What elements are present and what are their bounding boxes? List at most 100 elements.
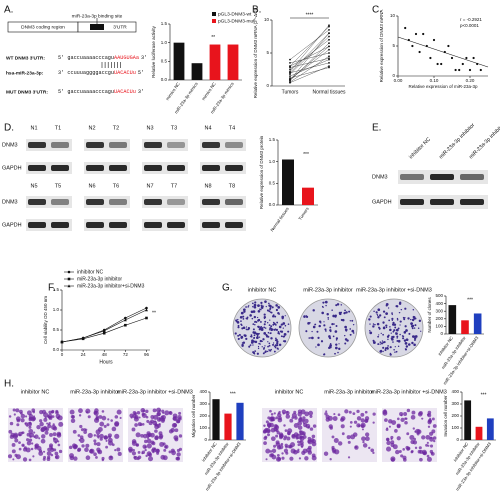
colony: [351, 329, 355, 333]
colony: [411, 341, 414, 345]
colony: [372, 341, 376, 344]
colony: [312, 309, 315, 312]
cell: [52, 432, 57, 437]
colony: [320, 340, 324, 343]
cell: [77, 434, 81, 437]
lane-label: N1: [30, 125, 37, 131]
cell: [111, 443, 115, 447]
pair-line: [289, 62, 330, 73]
y-axis-label: Relative expression of DNM3 mRNA: [379, 10, 384, 83]
plate: [364, 298, 424, 358]
pair-point: [289, 65, 291, 68]
cell: [138, 416, 141, 419]
colony: [242, 308, 246, 312]
cell: [311, 453, 316, 458]
colony: [256, 352, 259, 355]
colony: [274, 339, 277, 342]
colony: [240, 336, 243, 339]
lane-label: N5: [30, 183, 37, 189]
cell: [275, 440, 280, 445]
colony: [242, 341, 246, 344]
cell: [358, 424, 361, 428]
lane-label: T7: [171, 183, 177, 189]
pair-line: [289, 33, 330, 73]
pair-line: [289, 29, 330, 60]
colony: [335, 343, 338, 346]
colony: [413, 327, 416, 329]
colony: [241, 327, 244, 330]
seq-site: UACACUu: [114, 70, 136, 76]
cell: [24, 422, 29, 426]
y-tick-label: 500: [435, 293, 443, 298]
colony: [378, 309, 380, 312]
colony: [378, 328, 381, 330]
point: [450, 56, 454, 60]
colony: [335, 304, 338, 307]
colony: [385, 324, 388, 327]
point: [458, 68, 461, 72]
cell: [28, 438, 33, 442]
pair-line: [289, 39, 330, 70]
cell: [99, 421, 105, 427]
seq-suffix: 5': [138, 70, 144, 76]
seq-suffix: 3': [141, 55, 147, 61]
colony: [413, 335, 416, 338]
cell: [57, 415, 63, 421]
cell: [105, 445, 109, 449]
cell: [69, 453, 74, 459]
blot-band: [225, 142, 243, 148]
colony: [340, 304, 343, 306]
colony: [250, 310, 254, 314]
colony: [398, 302, 402, 305]
colony: [384, 348, 387, 352]
cell: [426, 441, 429, 444]
pair-point: [289, 58, 291, 61]
colony: [404, 307, 407, 310]
x-tick-label: 48: [102, 352, 108, 357]
colony: [408, 332, 411, 335]
pair-line: [289, 58, 330, 68]
cell: [11, 449, 16, 454]
cell: [384, 418, 388, 422]
colony: [270, 325, 273, 328]
r-label: r = -0.2921: [460, 17, 482, 22]
cell: [93, 439, 97, 443]
cell: [162, 455, 168, 461]
point: [404, 26, 407, 30]
pair-point: [289, 70, 291, 73]
cell: [19, 409, 23, 414]
cell: [372, 421, 375, 424]
colony: [390, 332, 392, 334]
colony: [338, 312, 342, 316]
colony: [267, 345, 269, 348]
colony: [412, 315, 416, 319]
lane-label: T6: [113, 183, 119, 189]
blot-band: [86, 199, 104, 205]
colony: [250, 335, 253, 338]
p-label: p<0.0001: [460, 23, 479, 28]
cell: [427, 425, 431, 428]
colony: [237, 338, 240, 340]
x-tick-label: 0: [61, 352, 64, 357]
cell: [154, 436, 159, 441]
cell: [273, 444, 277, 448]
colony: [254, 320, 257, 323]
cell: [93, 452, 97, 457]
colony: [280, 330, 284, 333]
colony: [323, 321, 325, 323]
cell: [87, 432, 93, 439]
colony: [386, 304, 388, 306]
bar: [464, 400, 472, 440]
colony: [235, 319, 238, 322]
image-label: inhibitor NC: [275, 389, 304, 395]
y-tick-label: 0.0: [161, 77, 168, 82]
colony: [261, 346, 263, 348]
colony: [264, 327, 267, 329]
colony: [399, 320, 402, 323]
colony: [273, 350, 276, 353]
cell: [119, 416, 122, 419]
cell: [405, 417, 408, 421]
colony: [283, 335, 286, 338]
pair-point: [289, 81, 291, 83]
cell: [299, 430, 302, 434]
